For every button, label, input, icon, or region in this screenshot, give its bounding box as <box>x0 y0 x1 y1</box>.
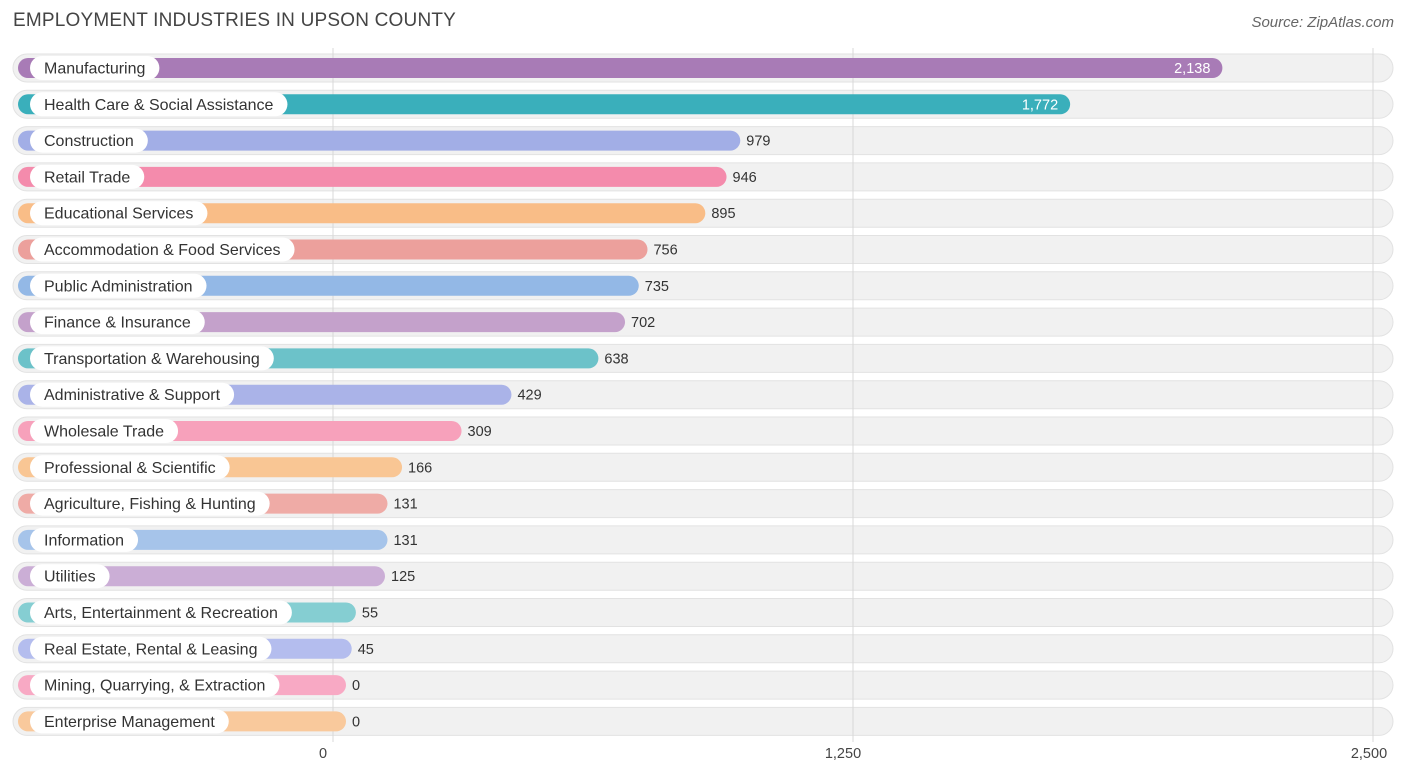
category-label: Public Administration <box>44 278 193 295</box>
bar <box>18 130 741 151</box>
value-label: 895 <box>711 206 735 222</box>
value-label: 2,138 <box>1174 61 1210 77</box>
category-label: Construction <box>44 133 134 150</box>
category-label: Manufacturing <box>44 61 145 78</box>
value-label: 756 <box>653 243 677 259</box>
category-label: Agriculture, Fishing & Hunting <box>44 496 256 513</box>
value-label: 638 <box>604 351 628 367</box>
bar <box>18 58 1223 78</box>
category-label-pill <box>30 636 272 661</box>
value-label: 0 <box>352 714 360 730</box>
value-label: 131 <box>393 497 417 513</box>
category-label: Professional & Scientific <box>44 460 216 477</box>
category-label: Retail Trade <box>44 169 130 186</box>
value-label: 166 <box>408 460 432 476</box>
category-label-pill <box>30 56 160 80</box>
chart-source: Source: ZipAtlas.com <box>1251 14 1394 31</box>
bar <box>18 566 385 587</box>
category-label-pill <box>30 709 229 734</box>
category-label-pill <box>30 382 235 407</box>
category-label-pill <box>30 164 145 189</box>
row-background <box>12 670 1394 700</box>
category-label: Administrative & Support <box>44 387 221 404</box>
value-label: 735 <box>645 279 669 295</box>
value-label: 0 <box>352 678 360 694</box>
value-label: 45 <box>358 642 374 658</box>
category-label-pill <box>30 455 230 480</box>
category-label: Utilities <box>44 569 96 586</box>
category-label-pill <box>30 527 139 552</box>
value-label: 1,772 <box>1022 97 1058 113</box>
category-label-pill <box>30 673 280 698</box>
category-label: Accommodation & Food Services <box>44 242 281 259</box>
value-label: 55 <box>362 606 378 622</box>
value-label: 979 <box>746 134 770 150</box>
x-tick-label: 1,250 <box>825 746 861 762</box>
category-label-pill <box>30 600 292 625</box>
category-label-pill <box>30 310 205 335</box>
chart-title: EMPLOYMENT INDUSTRIES IN UPSON COUNTY <box>13 10 457 31</box>
value-label: 702 <box>631 315 655 331</box>
category-label-pill <box>30 273 207 298</box>
value-label: 946 <box>733 170 757 186</box>
category-label: Health Care & Social Assistance <box>44 97 274 114</box>
row-background <box>12 598 1394 627</box>
value-label: 429 <box>517 388 541 404</box>
category-label-pill <box>30 201 208 226</box>
value-label: 125 <box>391 569 415 585</box>
category-label: Wholesale Trade <box>44 424 164 441</box>
value-label: 131 <box>393 533 417 549</box>
category-label-pill <box>30 237 295 262</box>
category-label-pill <box>30 346 274 371</box>
category-label-pill <box>30 128 148 153</box>
category-label: Finance & Insurance <box>44 315 191 332</box>
category-label-pill <box>30 491 270 516</box>
category-label: Educational Services <box>44 206 193 223</box>
bar <box>18 166 727 187</box>
category-label: Arts, Entertainment & Recreation <box>44 605 278 622</box>
category-label: Enterprise Management <box>44 714 215 731</box>
category-label: Mining, Quarrying, & Extraction <box>44 678 265 695</box>
value-label: 309 <box>468 424 492 440</box>
row-background <box>12 706 1394 736</box>
category-label-pill <box>30 92 288 117</box>
category-label: Transportation & Warehousing <box>44 351 260 368</box>
category-label-pill <box>30 564 110 589</box>
x-tick-label: 2,500 <box>1351 746 1387 762</box>
row-background <box>12 634 1394 664</box>
x-tick-label: 0 <box>319 746 327 762</box>
category-label: Real Estate, Rental & Leasing <box>44 641 257 658</box>
category-label: Information <box>44 532 124 549</box>
category-label-pill <box>30 419 179 443</box>
